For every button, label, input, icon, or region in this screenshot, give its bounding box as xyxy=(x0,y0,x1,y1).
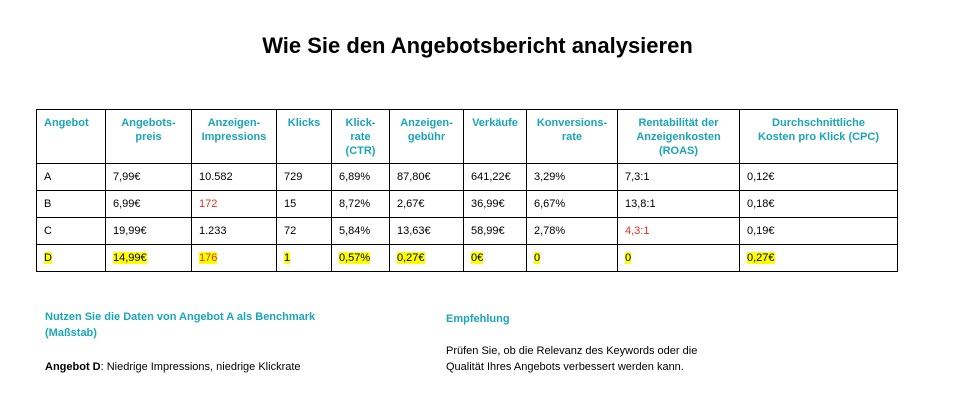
table-cell: D xyxy=(36,244,106,272)
header-ctr: Klick-rate (CTR) xyxy=(331,109,390,164)
table-cell: 2,78% xyxy=(526,217,618,245)
offer-d-note: Angebot D: Niedrige Impressions, niedrig… xyxy=(45,359,425,375)
table-cell: 4,3:1 xyxy=(617,217,740,245)
warning-value: 172 xyxy=(199,198,218,210)
table-header-row: Angebot Angebots-preis Anzeigen- Impressi… xyxy=(36,109,898,164)
table-cell: 87,80€ xyxy=(389,163,464,191)
table-cell: 6,89% xyxy=(331,163,390,191)
table-cell: 36,99€ xyxy=(463,190,527,218)
table-cell: 0,18€ xyxy=(739,190,898,218)
table-cell: 5,84% xyxy=(331,217,390,245)
table-cell: 0 xyxy=(617,244,740,272)
table-cell: 641,22€ xyxy=(463,163,527,191)
highlighted-value: 0 xyxy=(534,252,541,264)
table-cell: 176 xyxy=(191,244,277,272)
table-cell: 15 xyxy=(276,190,332,218)
table-cell: 0,12€ xyxy=(739,163,898,191)
table-cell: 172 xyxy=(191,190,277,218)
table-cell: 6,99€ xyxy=(105,190,192,218)
table-cell: 0,27€ xyxy=(389,244,464,272)
table-row: C 19,99€ 1.233 72 5,84% 13,63€ 58,99€ 2,… xyxy=(36,217,898,245)
highlighted-value: 0 xyxy=(625,252,632,264)
table-cell: 14,99€ xyxy=(105,244,192,272)
table-cell: 19,99€ xyxy=(105,217,192,245)
header-angebotspreis: Angebots-preis xyxy=(105,109,192,164)
header-anzeigengebuehr: Anzeigen-gebühr xyxy=(389,109,464,164)
highlighted-value: 0,27€ xyxy=(397,252,425,264)
table-row-highlighted: D 14,99€ 176 1 0,57% 0,27€ 0€ 0 0 0,27€ xyxy=(36,244,898,272)
table-cell: B xyxy=(36,190,106,218)
page-title: Wie Sie den Angebotsbericht analysieren xyxy=(262,33,693,58)
warning-value: 4,3:1 xyxy=(625,225,650,237)
table-cell: 72 xyxy=(276,217,332,245)
table-cell: 13,63€ xyxy=(389,217,464,245)
recommendation-text: Prüfen Sie, ob die Relevanz des Keywords… xyxy=(446,345,698,373)
table-cell: 2,67€ xyxy=(389,190,464,218)
table-cell: 6,67% xyxy=(526,190,618,218)
header-impressions: Anzeigen- Impressions xyxy=(191,109,277,164)
highlighted-value: 14,99€ xyxy=(113,252,147,264)
table-cell: 7,99€ xyxy=(105,163,192,191)
table-cell: 13,8:1 xyxy=(617,190,740,218)
header-roas: Rentabilität der Anzeigenkosten (ROAS) xyxy=(617,109,740,164)
benchmark-heading: Nutzen Sie die Daten von Angebot A als B… xyxy=(45,311,316,339)
highlighted-value: 0,57% xyxy=(339,252,371,264)
header-cpc: Durchschnittliche Kosten pro Klick (CPC) xyxy=(739,109,898,164)
highlighted-value: 0€ xyxy=(471,252,484,264)
header-klicks: Klicks xyxy=(276,109,332,164)
highlighted-value: 176 xyxy=(199,252,218,264)
highlighted-value: D xyxy=(44,252,52,264)
header-verkaeufe: Verkäufe xyxy=(463,109,527,164)
offer-report-table: Angebot Angebots-preis Anzeigen- Impressi… xyxy=(36,109,898,272)
table-cell: 729 xyxy=(276,163,332,191)
table-cell: 7,3:1 xyxy=(617,163,740,191)
header-angebot: Angebot xyxy=(36,109,106,164)
highlighted-value: 0,27€ xyxy=(747,252,775,264)
recommendation-heading: Empfehlung xyxy=(446,313,510,325)
table-cell: 0,27€ xyxy=(739,244,898,272)
table-cell: 0,19€ xyxy=(739,217,898,245)
table-cell: A xyxy=(36,163,106,191)
offer-d-label: Angebot D xyxy=(45,361,101,373)
table-cell: 3,29% xyxy=(526,163,618,191)
table-cell: 8,72% xyxy=(331,190,390,218)
header-konversionsrate: Konversions-rate xyxy=(526,109,618,164)
table-cell: 58,99€ xyxy=(463,217,527,245)
table-cell: 1 xyxy=(276,244,332,272)
table-cell: 0 xyxy=(526,244,618,272)
table-cell: 10.582 xyxy=(191,163,277,191)
table-cell: 0,57% xyxy=(331,244,390,272)
table-cell: C xyxy=(36,217,106,245)
table-cell: 0€ xyxy=(463,244,527,272)
table-cell: 1.233 xyxy=(191,217,277,245)
offer-d-text: : Niedrige Impressions, niedrige Klickra… xyxy=(100,361,301,373)
highlighted-value: 1 xyxy=(284,252,291,264)
table-row: B 6,99€ 172 15 8,72% 2,67€ 36,99€ 6,67% … xyxy=(36,190,898,218)
table-row: A 7,99€ 10.582 729 6,89% 87,80€ 641,22€ … xyxy=(36,163,898,191)
